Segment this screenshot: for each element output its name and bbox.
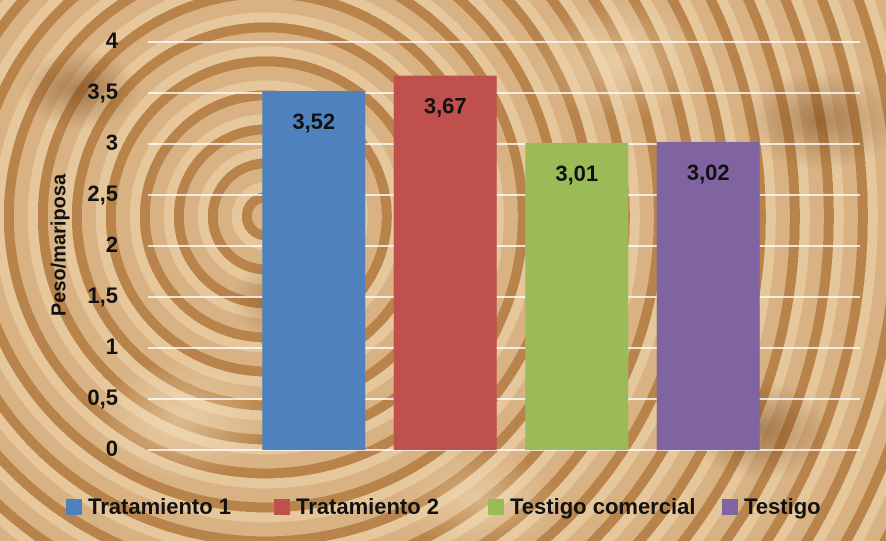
y-axis-label: Peso/mariposa bbox=[48, 173, 70, 316]
bar bbox=[656, 141, 760, 450]
legend-label: Tratamiento 1 bbox=[88, 494, 231, 519]
legend-label: Testigo comercial bbox=[510, 494, 695, 519]
y-tick-label: 2,5 bbox=[87, 181, 118, 206]
y-tick-label: 1,5 bbox=[87, 283, 118, 308]
legend-swatch bbox=[488, 499, 504, 515]
legend-label: Testigo bbox=[744, 494, 821, 519]
legend-swatch bbox=[274, 499, 290, 515]
legend-label: Tratamiento 2 bbox=[296, 494, 439, 519]
bar bbox=[525, 142, 629, 451]
y-tick-label: 3 bbox=[106, 130, 118, 155]
y-tick-label: 0 bbox=[106, 436, 118, 461]
y-tick-label: 1 bbox=[106, 334, 118, 359]
value-label: 3,67 bbox=[424, 93, 467, 118]
value-label: 3,52 bbox=[292, 109, 335, 134]
legend-swatch bbox=[66, 499, 82, 515]
legend-swatch bbox=[722, 499, 738, 515]
y-tick-label: 2 bbox=[106, 232, 118, 257]
y-tick-label: 0,5 bbox=[87, 385, 118, 410]
y-tick-label: 4 bbox=[106, 28, 119, 53]
value-label: 3,01 bbox=[555, 161, 598, 186]
bar bbox=[262, 90, 366, 451]
value-label: 3,02 bbox=[687, 160, 730, 185]
bar bbox=[393, 75, 497, 450]
y-tick-label: 3,5 bbox=[87, 79, 118, 104]
